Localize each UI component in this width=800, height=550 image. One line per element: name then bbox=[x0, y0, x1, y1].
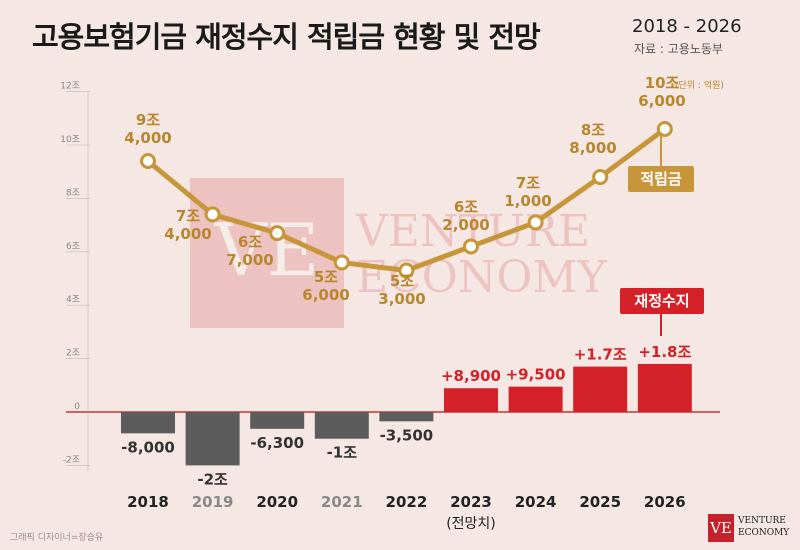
bar-value-label: +9,500 bbox=[506, 366, 566, 384]
bar-value-label: -8,000 bbox=[121, 438, 175, 456]
x-tick-label: 2026 bbox=[644, 493, 686, 511]
bar-value-label: -3,500 bbox=[380, 426, 434, 444]
watermark-line2: ECONOMY bbox=[356, 252, 607, 303]
x-tick-label: 2020 bbox=[256, 493, 298, 511]
bar-value-label: -6,300 bbox=[250, 434, 304, 452]
reserve-tag: 적립금 bbox=[628, 166, 694, 192]
bar-value-label: +1.7조 bbox=[574, 346, 627, 364]
bar bbox=[379, 412, 434, 422]
bar bbox=[444, 388, 498, 412]
reserve-value-label-line1: 6조 bbox=[454, 198, 478, 216]
y-tick-label: 8조 bbox=[66, 188, 80, 198]
reserve-value-label-line2: 8,000 bbox=[569, 139, 616, 157]
x-tick-label: 2019 bbox=[192, 493, 234, 511]
balance-tag: 재정수지 bbox=[620, 288, 704, 314]
reserve-value-label-line1: 7조 bbox=[516, 174, 540, 192]
reserve-value-label-line1: 5조 bbox=[390, 272, 414, 290]
bar bbox=[185, 412, 240, 466]
chart-title: 고용보험기금 재정수지 적립금 현황 및 전망 bbox=[32, 20, 541, 54]
x-tick-label: 2018 bbox=[127, 493, 169, 511]
unit-label: (단위 : 억원) bbox=[675, 79, 724, 91]
reserve-value-label-line2: 1,000 bbox=[504, 192, 551, 210]
reserve-value-label-line1: 10조 bbox=[645, 74, 680, 92]
reserve-point bbox=[398, 262, 415, 279]
y-tick-label: 2조 bbox=[66, 349, 80, 359]
logo-line1: VENTURE bbox=[738, 516, 786, 526]
reserve-value-label-line2: 7,000 bbox=[226, 251, 273, 269]
bar-value-label: -2조 bbox=[197, 470, 228, 488]
bar-series: -8,000 -2조 -6,300 -1조 -3,500 +8,900 +9,500 +1.7… bbox=[121, 343, 692, 488]
y-tick-label: 0 bbox=[74, 402, 80, 412]
reserve-point bbox=[333, 254, 350, 271]
reserve-value-label-line2: 4,000 bbox=[164, 225, 211, 243]
y-tick-label: 6조 bbox=[66, 242, 80, 252]
bar bbox=[573, 366, 628, 412]
reserve-value-label-line1: 6조 bbox=[238, 233, 262, 251]
x-tick-label: 2024 bbox=[515, 493, 557, 511]
reserve-value-label-line2: 2,000 bbox=[442, 216, 489, 234]
year-range: 2018 - 2026 bbox=[632, 16, 742, 37]
reserve-value-label-line1: 5조 bbox=[314, 268, 338, 286]
reserve-value-label-line2: 6,000 bbox=[638, 92, 685, 110]
reserve-point bbox=[592, 169, 609, 186]
x-tick-label: 2023 bbox=[450, 493, 492, 511]
y-tick-label: 12조 bbox=[60, 82, 80, 92]
x-tick-label: 2021 bbox=[321, 493, 363, 511]
reserve-value-label-line1: 7조 bbox=[176, 207, 200, 225]
reserve-value-label-line2: 6,000 bbox=[302, 286, 349, 304]
venture-economy-logo: VE VENTURE ECONOMY bbox=[708, 512, 794, 546]
x-tick-label: 2025 bbox=[579, 493, 621, 511]
bar bbox=[637, 363, 692, 412]
reserve-value-label-line2: 4,000 bbox=[124, 129, 171, 147]
x-tick-sublabel: (전망치) bbox=[446, 516, 496, 532]
reserve-point bbox=[204, 206, 221, 223]
reserve-value-label-line1: 9조 bbox=[136, 111, 160, 129]
bar bbox=[250, 412, 305, 429]
reserve-value-label-line2: 3,000 bbox=[378, 290, 425, 308]
bar bbox=[121, 412, 175, 434]
bar bbox=[508, 386, 563, 412]
reserve-point bbox=[656, 120, 673, 137]
y-tick-label: -2조 bbox=[63, 455, 80, 465]
reserve-point bbox=[140, 153, 156, 170]
logo-wordmark: VENTURE ECONOMY bbox=[738, 515, 789, 539]
graphic-credit: 그래픽 디자이너=장승유 bbox=[10, 533, 104, 543]
source-note: 자료 : 고용노동부 bbox=[634, 42, 723, 56]
logo-mark: VE bbox=[708, 514, 734, 542]
bar bbox=[314, 412, 369, 439]
logo-line2: ECONOMY bbox=[738, 528, 790, 538]
x-axis: 2018 2019 2020 2021 2022 2023 (전망치) 2024 2025 202… bbox=[127, 493, 686, 532]
reserve-point bbox=[463, 238, 479, 255]
watermark: VE VENTURE ECONOMY bbox=[190, 178, 607, 328]
reserve-point bbox=[527, 214, 544, 231]
bar-value-label: +8,900 bbox=[441, 367, 501, 385]
bar-value-label: +1.8조 bbox=[638, 343, 691, 361]
reserve-value-label-line1: 8조 bbox=[581, 121, 605, 139]
x-tick-label: 2022 bbox=[386, 493, 428, 511]
bar-value-label: -1조 bbox=[327, 444, 358, 462]
y-tick-label: 4조 bbox=[66, 295, 80, 305]
reserve-point bbox=[269, 225, 286, 242]
y-tick-label: 10조 bbox=[60, 135, 80, 145]
